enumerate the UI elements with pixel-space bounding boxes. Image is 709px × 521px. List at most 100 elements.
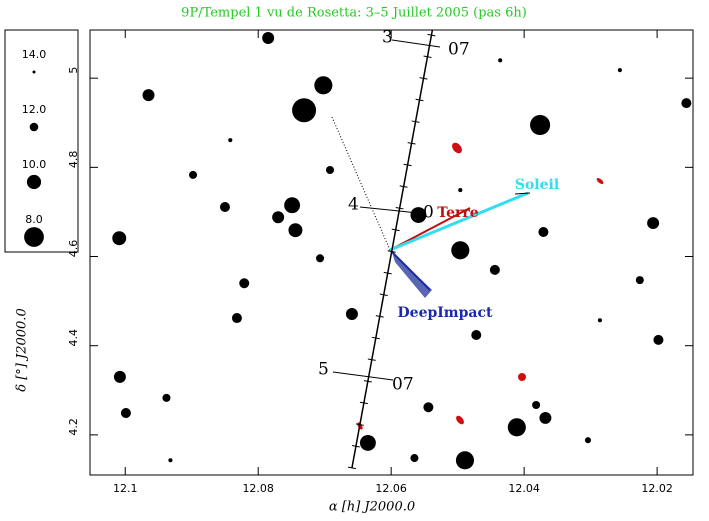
star: [113, 370, 126, 383]
legend-label: 10.0: [22, 158, 47, 171]
star: [530, 114, 551, 136]
star: [239, 278, 250, 289]
track-tick: [355, 423, 364, 426]
track-tick: [395, 206, 404, 210]
star: [410, 207, 427, 223]
y-tick-label: 5: [67, 67, 80, 74]
track-tick: [367, 358, 376, 361]
date-label: 0: [423, 203, 434, 223]
date-tick: [391, 39, 441, 48]
star: [471, 329, 482, 340]
star: [262, 32, 275, 45]
legend-dot: [26, 174, 42, 190]
star: [458, 188, 463, 193]
sun-arrowhead: [514, 192, 531, 195]
star: [162, 393, 171, 402]
star: [455, 451, 475, 470]
y-tick-label: 4.6: [67, 240, 80, 258]
date-tick: [359, 206, 419, 214]
track-tick: [359, 401, 368, 405]
track-tick: [387, 250, 396, 253]
y-axis-label: δ [°] J2000.0: [15, 308, 30, 391]
star: [272, 211, 285, 224]
star: [112, 231, 127, 246]
star: [284, 197, 301, 214]
track-tick: [371, 336, 380, 340]
deepimpact-arrow: [389, 249, 431, 291]
star: [168, 458, 173, 463]
y-tick-label: 4.2: [67, 418, 80, 436]
legend-dot: [32, 70, 36, 74]
track-tick: [391, 228, 400, 232]
y-tick-label: 4.8: [67, 151, 80, 169]
star: [647, 217, 660, 230]
star: [219, 202, 230, 213]
date-label: 3: [382, 28, 393, 48]
star: [292, 98, 317, 123]
track-tick: [363, 380, 372, 383]
track-tick: [379, 293, 388, 296]
star: [120, 408, 131, 419]
star: [288, 223, 303, 238]
legend-dot: [24, 227, 44, 247]
star: [617, 68, 622, 73]
comet-images: [357, 142, 604, 430]
star: [359, 434, 376, 451]
star: [653, 334, 664, 345]
star: [507, 418, 526, 437]
x-tick-label: 12.02: [641, 482, 673, 495]
x-tick-label: 12.1: [113, 482, 138, 495]
track-tick: [375, 315, 384, 318]
deepimpact-area: [392, 252, 432, 298]
legend-dot: [29, 122, 39, 132]
x-tick-label: 12.04: [508, 482, 540, 495]
star: [410, 454, 419, 463]
x-tick-label: 12.06: [375, 482, 407, 495]
star: [532, 400, 541, 410]
legend-box: [4, 29, 79, 253]
legend-label: 8.0: [25, 213, 43, 226]
date-tick: [332, 371, 394, 381]
probe-label: DeepImpact: [398, 305, 493, 321]
sun-label: Soleil: [515, 177, 559, 193]
star: [345, 308, 358, 321]
comet-track: [351, 29, 434, 469]
star: [316, 254, 325, 263]
legend-label: 14.0: [22, 48, 47, 61]
star: [228, 138, 233, 143]
star: [142, 89, 155, 102]
star: [489, 264, 500, 275]
track-tick: [419, 77, 428, 80]
track-tick: [383, 271, 392, 275]
sun-arrow: [389, 191, 529, 252]
star: [314, 76, 333, 95]
track-tick: [423, 55, 432, 58]
star: [189, 170, 198, 179]
track-labels: 3 07 4 0 5 07: [318, 28, 470, 395]
track-tick: [407, 142, 416, 145]
track-tick: [427, 33, 436, 37]
track-tick: [411, 120, 420, 123]
star: [498, 58, 503, 63]
track-tick: [415, 98, 424, 102]
x-tick-label: 12.08: [242, 482, 274, 495]
star: [539, 411, 552, 424]
star: [538, 226, 549, 237]
star: [423, 402, 434, 413]
star: [635, 276, 644, 285]
x-axis-label: α [h] J2000.0: [329, 500, 415, 515]
star: [325, 165, 335, 175]
chart-title: 9P/Tempel 1 vu de Rosetta: 3–5 Juillet 2…: [181, 6, 527, 21]
date-label: 4: [348, 195, 359, 215]
star: [597, 318, 602, 323]
date-label: 07: [392, 375, 414, 395]
earth-label: Terre: [437, 205, 478, 221]
y-tick-label: 4.4: [67, 329, 80, 347]
legend-label: 12.0: [22, 103, 47, 116]
track-tick: [399, 185, 408, 188]
track-tick: [351, 445, 360, 448]
track-tick: [403, 163, 412, 167]
date-label: 5: [318, 360, 329, 380]
star: [584, 437, 591, 444]
